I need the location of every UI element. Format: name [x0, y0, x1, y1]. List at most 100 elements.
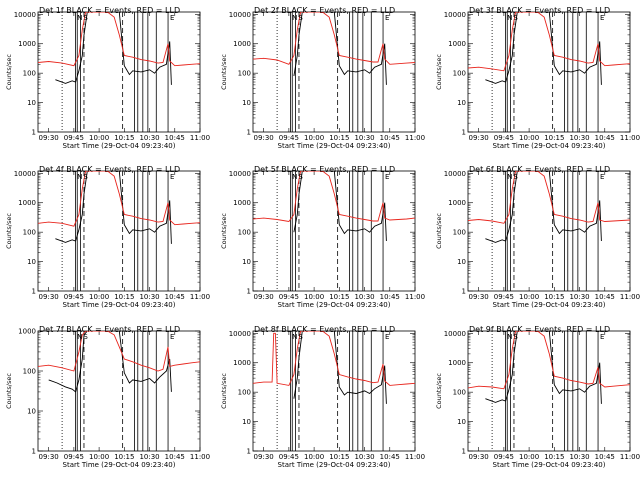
x-tick-label: 10:00: [519, 293, 539, 301]
lld-series-line: [253, 331, 415, 386]
x-tick-label: 09:30: [254, 453, 274, 461]
y-tick-label: 10: [457, 418, 466, 426]
x-tick-label: 09:30: [39, 293, 59, 301]
chart-panel-6: Det 6f BLACK = Events, RED = LLD 09:30 09:…: [435, 165, 640, 309]
y-tick-label: 1: [32, 448, 36, 456]
x-tick-label: 11:00: [190, 134, 210, 142]
x-tick-label: 11:00: [405, 453, 425, 461]
y-tick-label: 1000: [233, 199, 251, 207]
marker-label: N: [507, 14, 512, 22]
x-axis-label: Start Time (29-Oct-04 09:23:40): [63, 461, 176, 469]
x-tick-label: 10:15: [544, 293, 564, 301]
chart-title: Det 3f BLACK = Events, RED = LLD: [469, 6, 610, 15]
marker-label: N: [292, 333, 297, 341]
y-tick-label: 1: [247, 448, 251, 456]
y-tick-label: 1000: [448, 359, 466, 367]
chart-title: Det 8f BLACK = Events, RED = LLD: [254, 325, 395, 334]
x-tick-label: 10:15: [329, 293, 349, 301]
chart-panel-5: Det 5f BLACK = Events, RED = LLD 09:30 09:…: [220, 165, 425, 309]
marker-label: E: [170, 173, 174, 181]
x-tick-label: 10:45: [165, 293, 185, 301]
lld-series-line: [468, 331, 630, 390]
x-tick-label: 11:00: [405, 134, 425, 142]
x-tick-label: 09:30: [254, 134, 274, 142]
x-tick-label: 09:45: [64, 134, 84, 142]
x-axis-label: Start Time (29-Oct-04 09:23:40): [278, 142, 391, 150]
x-tick-label: 10:00: [519, 453, 539, 461]
x-tick-label: 09:45: [494, 134, 514, 142]
marker-label: S: [298, 14, 303, 22]
x-tick-label: 10:45: [165, 134, 185, 142]
y-tick-label: 1000: [18, 328, 36, 336]
y-tick-label: 10000: [229, 330, 251, 338]
lld-series-line: [38, 331, 200, 372]
marker-label: N: [507, 333, 512, 341]
marker-label: E: [385, 333, 389, 341]
lld-series-line: [468, 12, 630, 72]
y-tick-label: 10: [242, 258, 251, 266]
marker-label: E: [600, 14, 604, 22]
y-tick-label: 1: [462, 129, 466, 137]
x-axis-label: Start Time (29-Oct-04 09:23:40): [493, 301, 606, 309]
events-series-line: [293, 171, 387, 242]
y-tick-label: 1: [247, 129, 251, 137]
y-tick-label: 10000: [229, 11, 251, 19]
x-tick-label: 10:15: [544, 134, 564, 142]
x-tick-label: 09:30: [469, 293, 489, 301]
x-tick-label: 11:00: [620, 134, 640, 142]
x-tick-label: 10:00: [519, 134, 539, 142]
lld-series-line: [253, 12, 415, 65]
y-tick-label: 100: [453, 70, 466, 78]
marker-label: S: [83, 173, 88, 181]
x-tick-label: 10:30: [569, 293, 589, 301]
x-axis-label: Start Time (29-Oct-04 09:23:40): [63, 301, 176, 309]
marker-label: E: [385, 14, 389, 22]
x-tick-label: 10:00: [89, 453, 109, 461]
y-axis-label: Counts/sec: [220, 213, 228, 249]
marker-label: S: [83, 333, 88, 341]
y-tick-label: 1: [462, 288, 466, 296]
x-tick-label: 10:45: [595, 134, 615, 142]
x-tick-label: 10:30: [139, 453, 159, 461]
x-tick-label: 09:30: [39, 453, 59, 461]
x-tick-label: 09:45: [64, 453, 84, 461]
y-axis-label: Counts/sec: [435, 213, 443, 249]
x-tick-label: 10:30: [354, 293, 374, 301]
x-tick-label: 10:30: [569, 134, 589, 142]
events-series-line: [485, 171, 602, 243]
events-series-line: [55, 12, 172, 85]
events-series-line: [293, 331, 387, 404]
y-tick-label: 10000: [229, 170, 251, 178]
x-tick-label: 10:30: [354, 134, 374, 142]
y-axis-label: Counts/sec: [5, 373, 13, 409]
marker-label: E: [600, 173, 604, 181]
y-tick-label: 1000: [448, 199, 466, 207]
x-axis-label: Start Time (29-Oct-04 09:23:40): [493, 142, 606, 150]
chart-panel-8: Det 8f BLACK = Events, RED = LLD 09:30 09:…: [220, 325, 425, 469]
y-tick-label: 1: [32, 288, 36, 296]
y-tick-label: 1000: [18, 199, 36, 207]
marker-label: N: [507, 173, 512, 181]
y-tick-label: 100: [23, 368, 36, 376]
chart-title: Det 5f BLACK = Events, RED = LLD: [254, 165, 395, 174]
chart-panel-2: Det 2f BLACK = Events, RED = LLD 09:30 09:…: [220, 6, 425, 150]
y-tick-label: 100: [453, 229, 466, 237]
x-tick-label: 10:30: [139, 134, 159, 142]
events-series-line: [55, 171, 172, 244]
chart-title: Det 7f BLACK = Events, RED = LLD: [39, 325, 180, 334]
y-tick-label: 1000: [18, 40, 36, 48]
y-tick-label: 100: [238, 70, 251, 78]
x-tick-label: 10:45: [380, 293, 400, 301]
x-tick-label: 09:30: [469, 134, 489, 142]
chart-title: Det 2f BLACK = Events, RED = LLD: [254, 6, 395, 15]
x-tick-label: 11:00: [620, 293, 640, 301]
x-axis-label: Start Time (29-Oct-04 09:23:40): [63, 142, 176, 150]
chart-title: Det 6f BLACK = Events, RED = LLD: [469, 165, 610, 174]
y-tick-label: 10: [457, 99, 466, 107]
x-tick-label: 10:45: [165, 453, 185, 461]
marker-label: E: [170, 333, 174, 341]
y-tick-label: 1000: [233, 359, 251, 367]
x-tick-label: 09:45: [279, 453, 299, 461]
chart-panel-1: Det 1f BLACK = Events, RED = LLD 09:30 09:…: [5, 6, 210, 150]
